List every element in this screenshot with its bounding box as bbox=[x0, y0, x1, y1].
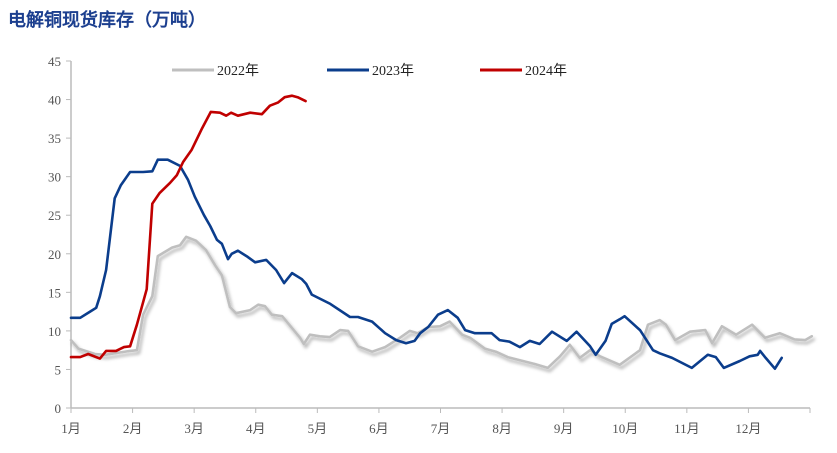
x-tick-label: 4月 bbox=[246, 421, 266, 436]
x-tick-label: 10月 bbox=[612, 421, 638, 436]
y-tick-label: 10 bbox=[48, 324, 61, 339]
y-tick-label: 35 bbox=[48, 131, 61, 146]
y-tick-label: 25 bbox=[48, 208, 61, 223]
x-tick-label: 1月 bbox=[61, 421, 81, 436]
y-tick-label: 20 bbox=[48, 247, 61, 262]
y-tick-label: 5 bbox=[55, 362, 62, 377]
x-tick-label: 6月 bbox=[369, 421, 389, 436]
x-tick-label: 5月 bbox=[308, 421, 328, 436]
x-tick-label: 3月 bbox=[184, 421, 204, 436]
legend-label: 2024年 bbox=[525, 63, 567, 79]
chart-title: 电解铜现货库存（万吨） bbox=[8, 10, 206, 31]
series-line-2024年 bbox=[69, 94, 307, 360]
y-tick-label: 0 bbox=[55, 401, 62, 416]
x-tick-label: 7月 bbox=[431, 421, 451, 436]
x-tick-label: 2月 bbox=[123, 421, 143, 436]
x-tick-label: 8月 bbox=[492, 421, 512, 436]
x-tick-label: 11月 bbox=[674, 421, 700, 436]
legend-label: 2023年 bbox=[372, 63, 414, 79]
legend-label: 2022年 bbox=[217, 63, 259, 79]
series-line-2023年 bbox=[69, 158, 783, 370]
y-tick-label: 40 bbox=[48, 93, 61, 108]
y-tick-label: 30 bbox=[48, 170, 61, 185]
y-tick-label: 45 bbox=[48, 54, 61, 69]
x-tick-label: 9月 bbox=[554, 421, 574, 436]
x-tick-label: 12月 bbox=[735, 421, 761, 436]
series-line-2022年 bbox=[69, 235, 814, 370]
y-tick-label: 15 bbox=[48, 285, 61, 300]
